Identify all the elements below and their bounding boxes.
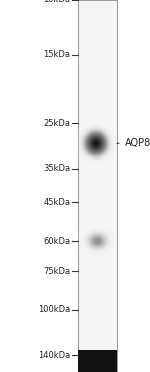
Text: AQP8: AQP8 <box>117 138 150 148</box>
Text: 60kDa: 60kDa <box>43 237 70 246</box>
Text: 100kDa: 100kDa <box>38 305 70 314</box>
Text: 25kDa: 25kDa <box>44 119 70 128</box>
Text: 140kDa: 140kDa <box>38 351 70 360</box>
Text: 75kDa: 75kDa <box>43 267 70 276</box>
Bar <box>78 0 117 372</box>
Text: 10kDa: 10kDa <box>44 0 70 4</box>
Text: 35kDa: 35kDa <box>43 164 70 173</box>
Text: 45kDa: 45kDa <box>44 198 70 207</box>
Text: 15kDa: 15kDa <box>44 50 70 59</box>
